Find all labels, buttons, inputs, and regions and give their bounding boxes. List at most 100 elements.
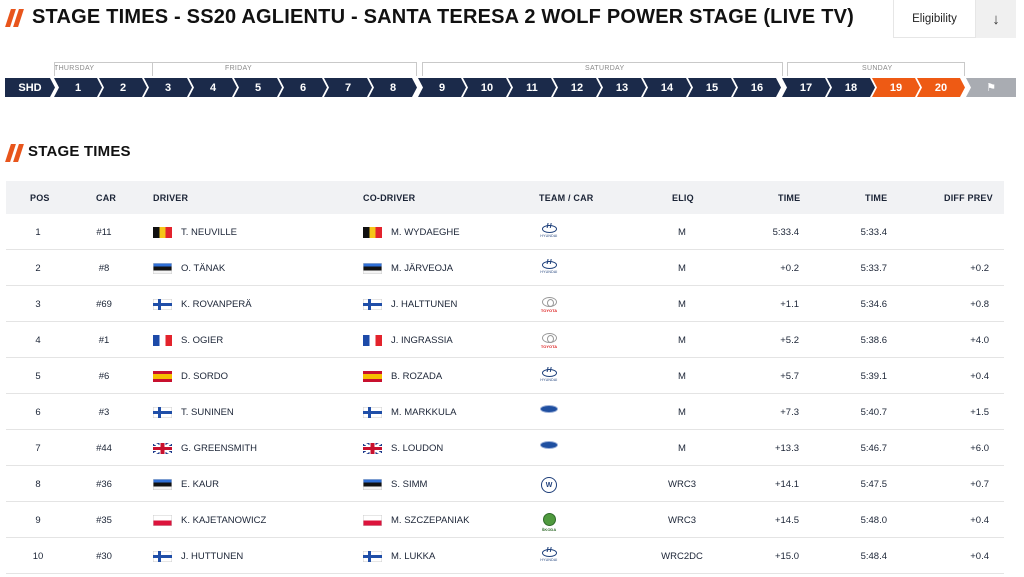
total-time-cell: 5:47.5 [860,479,887,490]
day-group-friday [54,62,417,76]
stage-tab-11[interactable]: 11 [508,78,556,97]
ford-emblem [540,405,558,413]
driver-name: K. ROVANPERÄ [181,299,252,310]
stage-tab-1[interactable]: 1 [54,78,102,97]
download-button[interactable]: ↓ [976,0,1016,38]
flag-fi-icon [153,299,172,310]
stage-tab-12[interactable]: 12 [553,78,601,97]
stage-tab-19[interactable]: 19 [872,78,920,97]
header-accent-icon [5,9,24,27]
stage-tab-9[interactable]: 9 [418,78,466,97]
stage-tab-18[interactable]: 18 [827,78,875,97]
hyundai-emblem [541,547,557,557]
ford-logo-icon [537,441,561,449]
stage-tab-3[interactable]: 3 [144,78,192,97]
col-diff-prev[interactable]: DIFF PREV [944,193,993,203]
col-time[interactable]: TIME [778,193,801,203]
col-pos[interactable]: POS [30,193,50,203]
driver-name: K. KAJETANOWICZ [181,515,267,526]
position-cell: 3 [35,299,41,310]
codriver-name: M. SZCZEPANIAK [391,515,470,526]
stage-tab-10[interactable]: 10 [463,78,511,97]
total-time-cell: 5:33.4 [860,227,887,238]
col-codriver[interactable]: CO-DRIVER [363,193,416,203]
stage-tab-14[interactable]: 14 [643,78,691,97]
ford-logo-icon [537,405,561,413]
skoda-wordmark: ŠKODA [541,527,557,532]
stage-tab-15[interactable]: 15 [688,78,736,97]
flag-es-icon [363,371,382,382]
diff-prev-cell: +0.4 [970,515,989,526]
stage-tab-13[interactable]: 13 [598,78,646,97]
car-number-cell: #1 [98,335,110,346]
hyundai-logo-icon: HYUNDAI [537,547,561,562]
vw-emblem: W [541,477,557,493]
stage-time-cell: +7.3 [780,407,799,418]
diff-prev-cell: +4.0 [970,335,989,346]
stage-time-cell: +14.5 [774,515,799,526]
stage-time-cell: +14.1 [774,479,799,490]
total-time-cell: 5:40.7 [860,407,887,418]
stage-tab-6[interactable]: 6 [279,78,327,97]
total-time-cell: 5:38.6 [860,335,887,346]
day-group-saturday [422,62,783,76]
table-row[interactable] [6,250,1004,286]
driver-name: T. SUNINEN [181,407,234,418]
eliq-cell: M [678,335,686,346]
total-time-cell: 5:46.7 [860,443,887,454]
toyota-logo-icon: TOYOTA [537,333,561,349]
hyundai-wordmark: HYUNDAI [540,378,558,382]
flag-pl-icon [153,515,172,526]
stage-tab-finish[interactable]: ⚑ [966,78,1016,97]
col-eliq[interactable]: ELIQ [672,193,694,203]
stage-tab-20[interactable]: 20 [917,78,965,97]
driver-name: T. NEUVILLE [181,227,237,238]
table-row[interactable] [6,466,1004,502]
driver-name: D. SORDO [181,371,228,382]
flag-fi-icon [153,407,172,418]
hyundai-logo-icon: HYUNDAI [537,259,561,274]
position-cell: 1 [35,227,41,238]
stage-tab-shd[interactable]: SHD [5,78,55,97]
col-total-time[interactable]: TIME [865,193,888,203]
diff-prev-cell: +0.4 [970,371,989,382]
flag-be-icon [363,227,382,238]
position-cell: 9 [35,515,41,526]
table-row[interactable] [6,358,1004,394]
table-row[interactable] [6,214,1004,250]
table-row[interactable] [6,394,1004,430]
ford-emblem [540,441,558,449]
skoda-emblem [542,513,556,526]
codriver-name: M. LUKKA [391,551,436,562]
position-cell: 8 [35,479,41,490]
total-time-cell: 5:34.6 [860,299,887,310]
stage-tab-4[interactable]: 4 [189,78,237,97]
stage-tab-8[interactable]: 8 [369,78,417,97]
table-row[interactable] [6,286,1004,322]
table-row[interactable] [6,322,1004,358]
diff-prev-cell: +0.4 [970,551,989,562]
eliq-cell: M [678,407,686,418]
col-team[interactable]: TEAM / CAR [539,193,594,203]
stage-tab-16[interactable]: 16 [733,78,781,97]
table-row[interactable] [6,502,1004,538]
flag-pl-icon [363,515,382,526]
stage-tab-5[interactable]: 5 [234,78,282,97]
table-row[interactable] [6,538,1004,574]
col-driver[interactable]: DRIVER [153,193,189,203]
codriver-name: S. LOUDON [391,443,444,454]
car-number-cell: #6 [98,371,110,382]
table-row[interactable] [6,430,1004,466]
arrow-down-icon: ↓ [992,10,1000,28]
eligibility-label: Eligibility [912,12,957,25]
stage-tab-7[interactable]: 7 [324,78,372,97]
hyundai-wordmark: HYUNDAI [540,270,558,274]
stage-tab-17[interactable]: 17 [782,78,830,97]
car-number-cell: #30 [96,551,112,562]
flag-fi-icon [153,551,172,562]
eligibility-button[interactable]: Eligibility [893,0,976,38]
diff-prev-cell: +1.5 [970,407,989,418]
col-car[interactable]: CAR [96,193,117,203]
stage-tab-2[interactable]: 2 [99,78,147,97]
total-time-cell: 5:48.0 [860,515,887,526]
